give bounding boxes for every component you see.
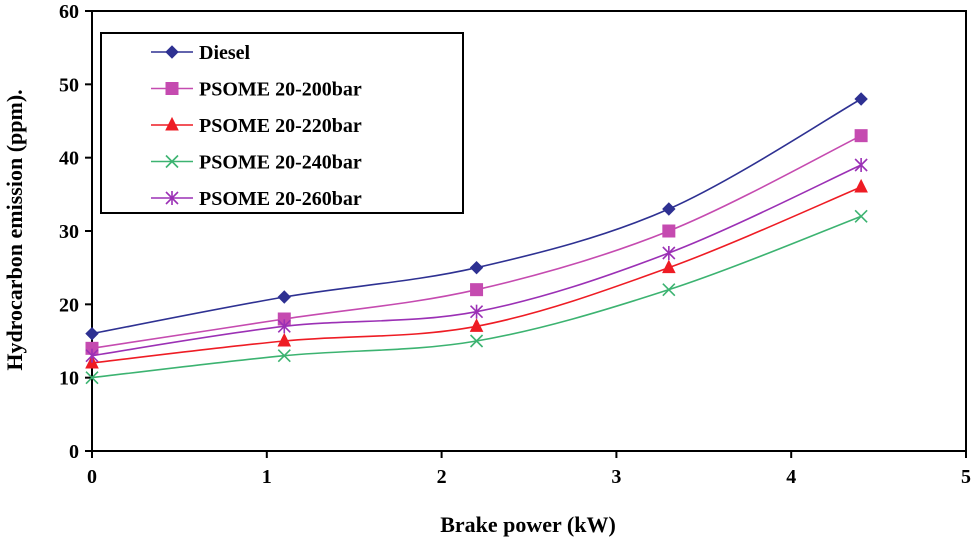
x-tick-label: 1 — [262, 466, 272, 488]
data-point — [469, 304, 484, 319]
series-lines — [85, 92, 868, 385]
y-tick-label: 0 — [69, 441, 79, 463]
data-point — [662, 224, 676, 238]
y-tick-label: 30 — [59, 221, 79, 243]
data-point — [470, 283, 484, 297]
data-point — [85, 348, 99, 363]
data-point — [277, 319, 291, 334]
series-line — [91, 215, 862, 379]
data-point — [854, 92, 868, 106]
legend-item: Diesel — [151, 42, 251, 64]
legend-item: PSOME 20-240bar — [151, 152, 362, 174]
data-point — [854, 209, 868, 223]
data-point — [85, 326, 99, 341]
y-tick-label: 50 — [59, 74, 79, 96]
x-tick-label: 0 — [87, 466, 97, 488]
x-tick-label: 5 — [961, 466, 971, 488]
y-tick-label: 60 — [59, 1, 79, 23]
axes — [85, 10, 967, 458]
data-point — [854, 158, 868, 172]
data-point — [854, 178, 868, 193]
series-psome-20-240bar — [85, 209, 868, 385]
data-point — [469, 318, 484, 332]
legend-marker — [165, 191, 179, 205]
x-tick-labels: 0 1 2 3 4 5 — [87, 466, 971, 488]
data-point — [662, 283, 676, 297]
y-axis-title: Hydrocarbon emission (ppm). — [2, 89, 27, 370]
series-psome-20-200bar — [85, 129, 868, 355]
legend-marker — [165, 154, 179, 169]
y-tick-labels: 0 10 20 30 40 50 60 — [59, 1, 79, 463]
legend: Diesel PSOME 20-200bar PSOME 20-220bar PSOM… — [100, 32, 464, 214]
data-point — [662, 259, 676, 274]
data-point — [277, 349, 291, 363]
legend-marker — [165, 82, 179, 95]
data-point — [469, 334, 484, 348]
data-point — [277, 290, 291, 304]
data-point — [277, 332, 292, 347]
series-diesel — [85, 92, 868, 341]
series-psome-20-260bar — [85, 158, 868, 363]
y-tick-label: 20 — [59, 294, 79, 316]
x-axis-title: Brake power (kW) — [440, 512, 616, 537]
legend-marker — [165, 45, 179, 59]
data-point — [662, 202, 676, 216]
legend-marker — [165, 116, 179, 131]
data-point — [85, 371, 99, 385]
legend-item: PSOME 20-260bar — [151, 188, 362, 210]
data-point — [854, 129, 868, 143]
legend-label: PSOME 20-200bar — [199, 79, 362, 101]
legend-label: Diesel — [199, 42, 251, 64]
x-tick-label: 4 — [786, 466, 796, 488]
y-tick-label: 40 — [59, 148, 79, 170]
legend-label: PSOME 20-220bar — [199, 115, 362, 137]
x-tick-label: 2 — [437, 466, 447, 488]
y-tick-label: 10 — [59, 368, 79, 390]
legend-label: PSOME 20-240bar — [199, 152, 362, 174]
data-point — [662, 246, 676, 260]
legend-label: PSOME 20-260bar — [199, 188, 362, 210]
legend-box — [100, 32, 464, 214]
legend-item: PSOME 20-220bar — [151, 115, 362, 137]
x-tick-label: 3 — [611, 466, 621, 488]
legend-item: PSOME 20-200bar — [151, 79, 362, 101]
data-point — [469, 260, 484, 275]
